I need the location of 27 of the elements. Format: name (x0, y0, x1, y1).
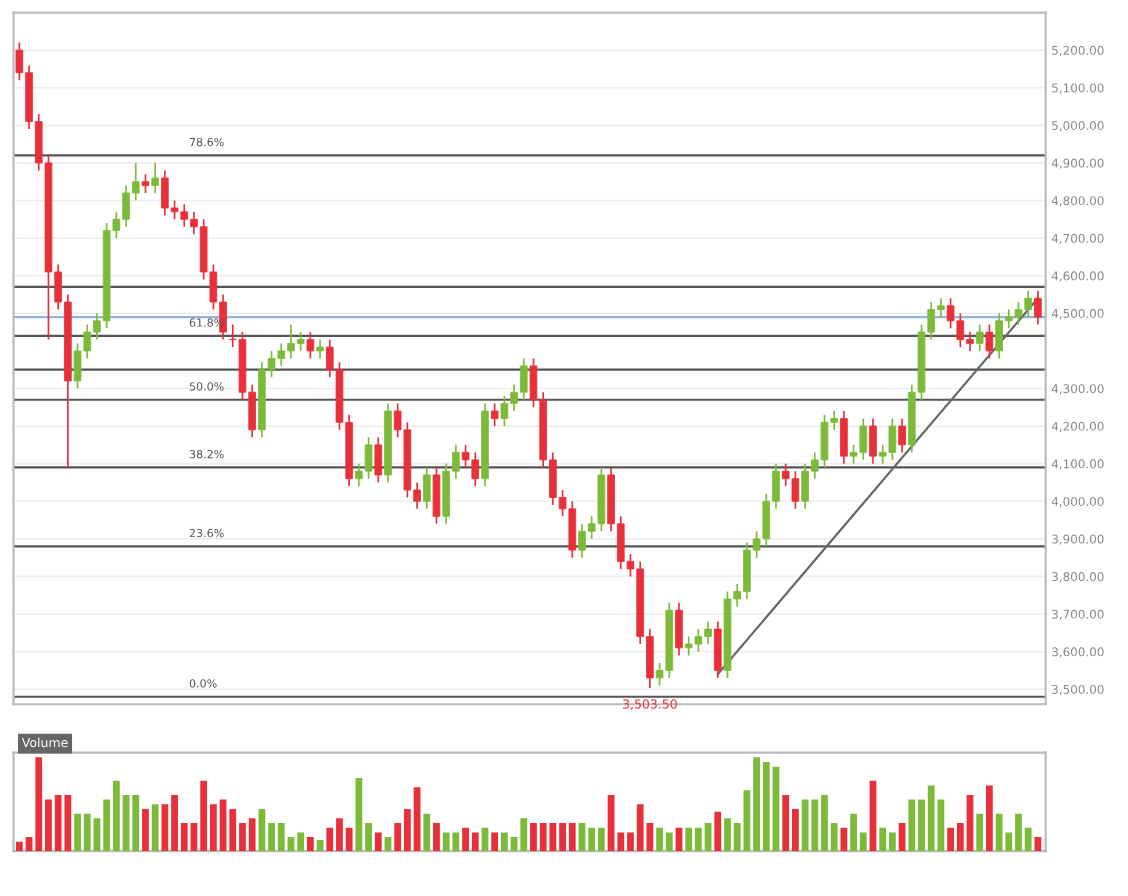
bar (976, 813, 984, 852)
candlestick (432, 466, 441, 525)
candlestick (713, 620, 722, 679)
candlestick (316, 338, 324, 360)
bar (142, 808, 149, 852)
candlestick (141, 173, 150, 194)
candlestick (1034, 289, 1042, 326)
candlestick (975, 323, 984, 352)
bar (433, 823, 440, 852)
bar (714, 811, 722, 852)
bar (423, 813, 431, 852)
candlestick (374, 436, 383, 484)
candlestick (422, 466, 431, 510)
candlestick (869, 417, 877, 465)
candlestick (840, 410, 848, 465)
candlestick (490, 402, 499, 427)
bar (491, 832, 499, 852)
candlestick (151, 162, 159, 194)
bar (306, 837, 314, 852)
bar (374, 832, 382, 852)
candlestick (898, 417, 906, 454)
bar (986, 785, 993, 852)
candlestick (985, 323, 994, 360)
bar (840, 827, 848, 852)
candlestick (306, 331, 315, 360)
bar (151, 804, 159, 852)
candlestick (675, 601, 683, 657)
